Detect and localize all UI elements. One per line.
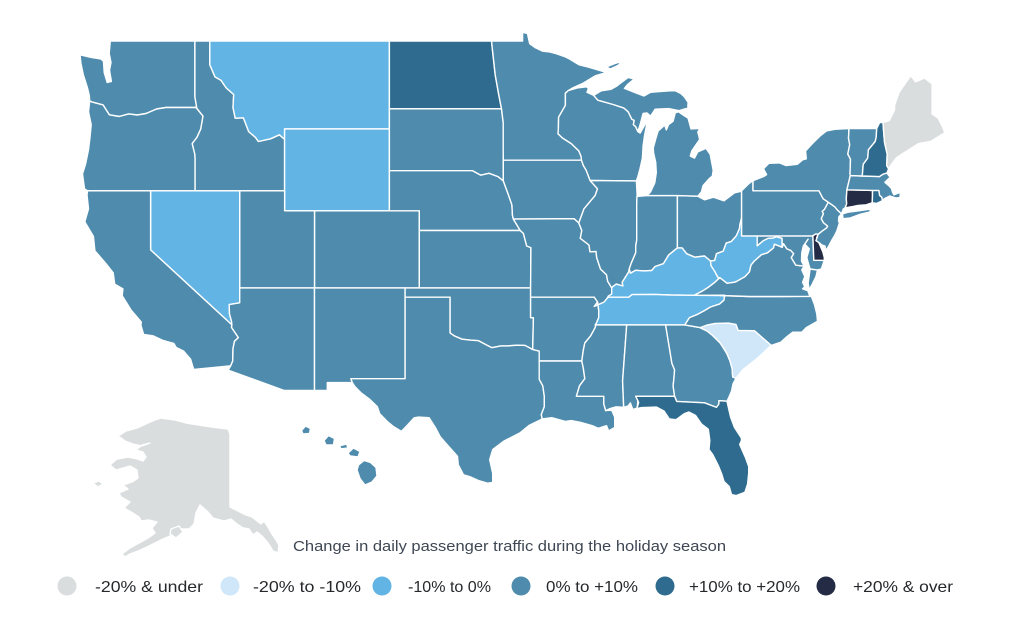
svg-text:Change in daily passenger traf: Change in daily passenger traffic during…: [293, 538, 726, 555]
svg-text:0% to +10%: 0% to +10%: [546, 579, 638, 596]
svg-text:-10% to 0%: -10% to 0%: [408, 579, 491, 596]
svg-text:-20% to -10%: -20% to -10%: [253, 579, 361, 596]
svg-text:+10% to +20%: +10% to +20%: [689, 579, 800, 596]
svg-text:-20% & under: -20% & under: [95, 579, 204, 596]
svg-text:+20% & over: +20% & over: [853, 579, 954, 596]
